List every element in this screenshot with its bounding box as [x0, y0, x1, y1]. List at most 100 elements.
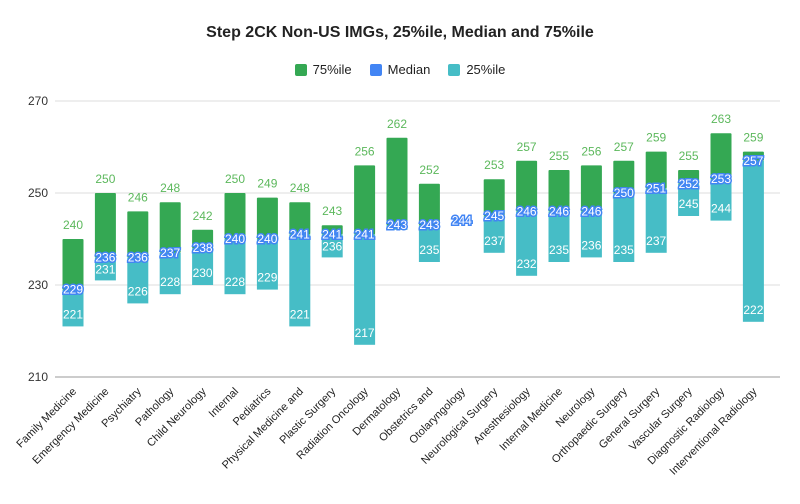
- label-75ile: 255: [549, 149, 569, 163]
- bar-25ile: [224, 239, 246, 295]
- label-25ile: 228: [225, 275, 245, 289]
- label-25ile: 237: [646, 234, 666, 248]
- legend-item-median[interactable]: Median: [369, 62, 431, 77]
- label-25ile: 231: [95, 262, 115, 276]
- y-tick-label: 210: [28, 370, 48, 384]
- bar-75ile: [354, 165, 376, 235]
- legend-label: Median: [387, 62, 431, 77]
- label-median: 243: [419, 218, 439, 232]
- label-median: 237: [160, 246, 180, 260]
- label-25ile: 230: [193, 266, 213, 280]
- bar-25ile: [548, 211, 570, 262]
- bar-75ile: [289, 202, 311, 235]
- label-75ile: 248: [290, 181, 310, 195]
- bar-25ile: [192, 248, 214, 285]
- label-25ile: 228: [160, 275, 180, 289]
- bar-75ile: [192, 229, 214, 249]
- label-75ile: 243: [322, 204, 342, 218]
- chart-title: Step 2CK Non-US IMGs, 25%ile, Median and…: [206, 24, 594, 41]
- label-median: 241: [290, 227, 310, 241]
- bar-25ile: [483, 216, 505, 253]
- label-75ile: 242: [193, 209, 213, 223]
- bar-75ile: [224, 193, 246, 239]
- x-tick-label: Plastic Surgery: [278, 385, 339, 446]
- legend-item-75[interactable]: 75%ile: [294, 62, 352, 77]
- bar-75ile: [742, 151, 764, 161]
- label-75ile: 259: [743, 131, 763, 145]
- legend-swatch: [369, 63, 382, 76]
- label-median: 250: [614, 186, 634, 200]
- legend-item-25[interactable]: 25%ile: [448, 62, 505, 77]
- label-75ile: 262: [387, 117, 407, 131]
- label-median: 241: [355, 227, 375, 241]
- label-median: 229: [63, 283, 83, 297]
- x-tick-label: Otolaryngology: [407, 385, 468, 446]
- label-75ile: 253: [484, 158, 504, 172]
- label-25ile: 236: [322, 239, 342, 253]
- legend-label: 25%ile: [466, 62, 506, 77]
- label-median: 246: [581, 204, 601, 218]
- bar-75ile: [645, 151, 667, 189]
- legend-swatch: [448, 63, 461, 76]
- label-75ile: 256: [355, 144, 375, 158]
- bar-75ile: [127, 211, 149, 258]
- label-median: 253: [711, 172, 731, 186]
- bar-25ile: [742, 160, 764, 322]
- bar-25ile: [710, 179, 732, 221]
- label-median: 240: [225, 232, 245, 246]
- label-25ile: 222: [743, 303, 763, 317]
- bar-75ile: [678, 170, 700, 184]
- y-tick-label: 230: [28, 278, 48, 292]
- bar-75ile: [418, 183, 440, 226]
- label-75ile: 240: [63, 218, 83, 232]
- label-25ile: 244: [711, 202, 731, 216]
- legend: 75%ile Median 25%ile: [0, 62, 800, 77]
- label-median: 252: [679, 177, 699, 191]
- bar-25ile: [159, 252, 181, 295]
- bar-75ile: [613, 160, 635, 193]
- bar-25ile: [289, 234, 311, 327]
- label-25ile: 235: [549, 243, 569, 257]
- bar-75ile: [548, 170, 570, 212]
- legend-label: 75%ile: [312, 62, 352, 77]
- label-median: 236: [95, 250, 115, 264]
- bar-75ile: [62, 239, 84, 290]
- label-75ile: 263: [711, 112, 731, 126]
- label-25ile: 235: [614, 243, 634, 257]
- label-75ile: 249: [257, 177, 277, 191]
- bar-25ile: [386, 225, 408, 230]
- bar-75ile: [321, 225, 343, 235]
- label-25ile: 237: [484, 234, 504, 248]
- label-25ile: 217: [355, 326, 375, 340]
- label-75ile: 248: [160, 181, 180, 195]
- bar-25ile: [354, 234, 376, 345]
- label-median: 236: [128, 250, 148, 264]
- bar-25ile: [127, 257, 149, 304]
- label-75ile: 256: [581, 144, 601, 158]
- label-median: 244: [452, 214, 472, 228]
- label-75ile: 252: [419, 163, 439, 177]
- label-median: 243: [387, 218, 407, 232]
- label-25ile: 235: [419, 243, 439, 257]
- bar-25ile: [613, 193, 635, 262]
- label-75ile: 257: [614, 140, 634, 154]
- bar-25ile: [321, 234, 343, 258]
- label-75ile: 257: [517, 140, 537, 154]
- bar-75ile: [516, 160, 538, 212]
- label-75ile: 250: [95, 172, 115, 186]
- bar-25ile: [94, 257, 116, 281]
- label-median: 251: [646, 181, 666, 195]
- label-75ile: 255: [679, 149, 699, 163]
- label-75ile: 246: [128, 190, 148, 204]
- label-25ile: 232: [517, 257, 537, 271]
- label-median: 245: [484, 209, 504, 223]
- bar-25ile: [645, 188, 667, 253]
- y-tick-label: 250: [28, 186, 48, 200]
- y-tick-label: 270: [28, 94, 48, 108]
- bar-25ile: [256, 239, 278, 290]
- bar-25ile: [418, 225, 440, 262]
- bar-75ile: [159, 202, 181, 253]
- label-25ile: 245: [679, 197, 699, 211]
- bar-75ile: [94, 193, 116, 258]
